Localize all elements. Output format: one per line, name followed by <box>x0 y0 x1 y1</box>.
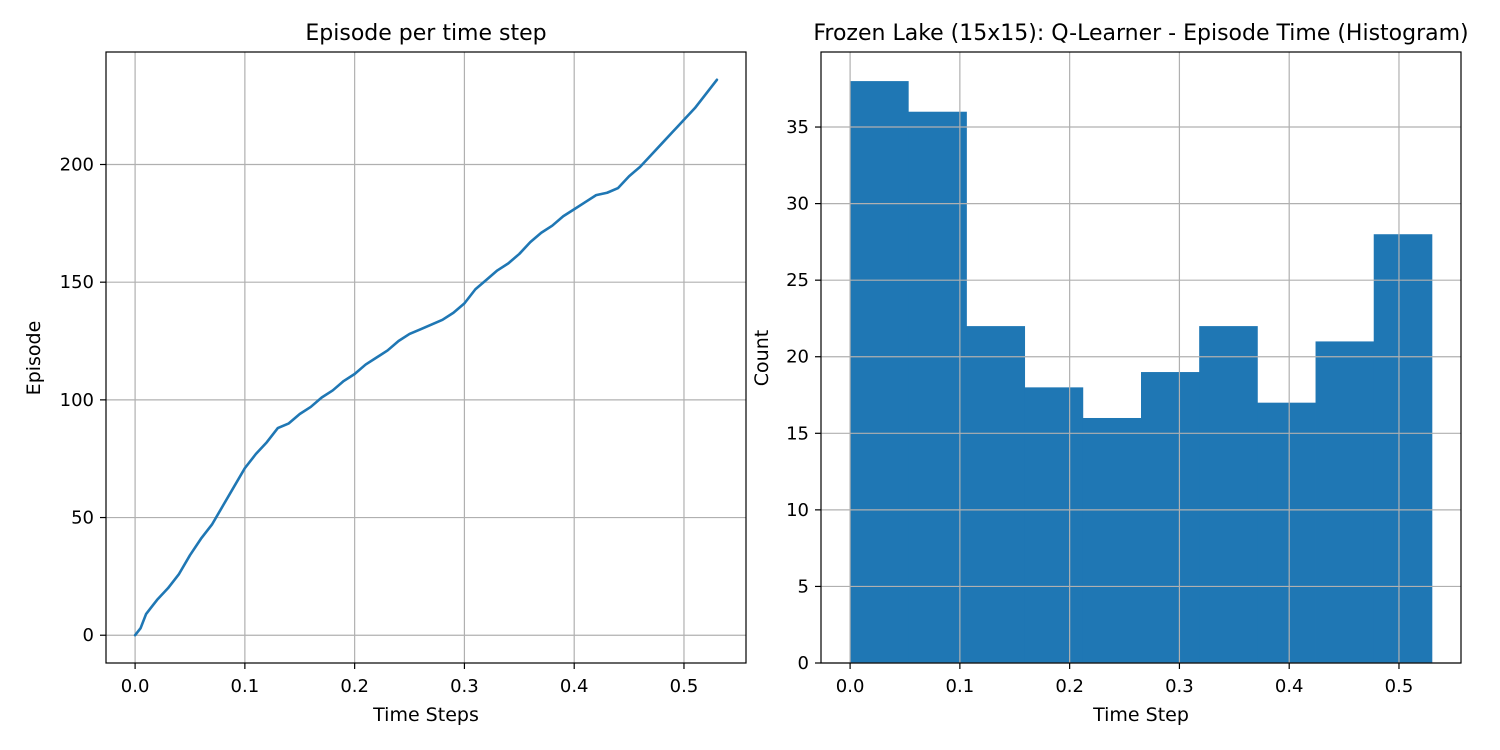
histogram-bar <box>1315 341 1375 663</box>
left-x-tick-label: 0.2 <box>340 676 369 697</box>
left-x-axis-label: Time Steps <box>372 704 479 726</box>
left-axes-frame <box>105 51 747 664</box>
histogram-bar <box>1199 326 1258 663</box>
left-x-tick-label: 0.1 <box>231 676 260 697</box>
histogram-bar <box>908 111 967 663</box>
histogram-bar <box>1141 372 1200 663</box>
left-grid <box>106 52 746 663</box>
right-y-tick-label: 0 <box>798 653 809 674</box>
histogram-bar <box>1024 387 1084 663</box>
left-y-axis-label: Episode <box>23 321 45 396</box>
histogram-chart: 0.0 0.1 0.2 0.3 0.4 0.5 0 5 10 15 20 25 30 35 Frozen … <box>751 21 1469 726</box>
right-ticks: 0.0 0.1 0.2 0.3 0.4 0.5 0 5 10 15 20 25 30 35 <box>786 117 1413 697</box>
right-y-tick-label: 10 <box>786 500 809 521</box>
line-chart: 0.0 0.1 0.2 0.3 0.4 0.5 0 50 100 150 200 Episode p… <box>23 21 747 726</box>
right-y-axis-label: Count <box>751 330 773 386</box>
left-y-tick-label: 150 <box>60 272 94 293</box>
right-y-tick-label: 5 <box>798 576 809 597</box>
histogram-bar <box>966 326 1026 663</box>
right-plot-area <box>850 81 1433 664</box>
left-ticks: 0.0 0.1 0.2 0.3 0.4 0.5 0 50 100 150 200 <box>60 155 699 697</box>
left-y-tick-label: 50 <box>71 508 94 529</box>
right-y-tick-label: 15 <box>786 423 809 444</box>
histogram-bar <box>1257 402 1316 663</box>
right-chart-title: Frozen Lake (15x15): Q-Learner - Episode… <box>813 21 1468 46</box>
right-y-tick-label: 25 <box>786 270 809 291</box>
right-x-axis-label: Time Step <box>1092 704 1189 726</box>
right-x-tick-label: 0.5 <box>1385 676 1414 697</box>
left-chart-title: Episode per time step <box>305 21 546 46</box>
episode-line <box>133 78 719 637</box>
left-y-tick-label: 100 <box>60 390 94 411</box>
right-y-tick-label: 35 <box>786 117 809 138</box>
histogram-bar <box>850 81 909 664</box>
right-y-tick-label: 20 <box>786 347 809 368</box>
left-x-tick-label: 0.5 <box>670 676 699 697</box>
right-x-tick-label: 0.1 <box>946 676 975 697</box>
right-x-tick-label: 0.0 <box>836 676 865 697</box>
left-plot-area <box>133 78 719 637</box>
right-x-tick-label: 0.3 <box>1165 676 1194 697</box>
histogram-bar <box>1373 234 1433 663</box>
right-axes-frame <box>820 51 1462 664</box>
left-x-tick-label: 0.3 <box>450 676 479 697</box>
left-y-tick-label: 200 <box>60 155 94 176</box>
left-x-tick-label: 0.0 <box>121 676 150 697</box>
right-x-tick-label: 0.2 <box>1055 676 1084 697</box>
left-y-tick-label: 0 <box>83 625 94 646</box>
right-y-tick-label: 30 <box>786 194 809 215</box>
histogram-bar <box>1082 417 1142 663</box>
right-x-tick-label: 0.4 <box>1275 676 1304 697</box>
left-x-tick-label: 0.4 <box>560 676 589 697</box>
